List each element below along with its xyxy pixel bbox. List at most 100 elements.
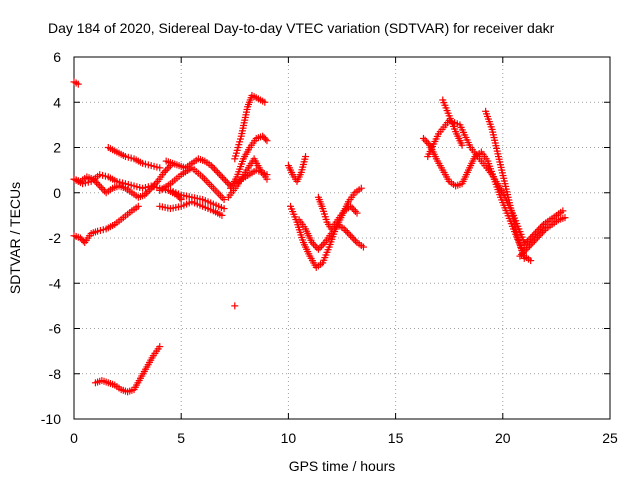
data-point: [531, 229, 539, 237]
data-point: [302, 153, 310, 161]
data-point: [527, 257, 535, 265]
data-point: [210, 165, 218, 173]
data-point: [347, 232, 355, 240]
data-point: [162, 167, 170, 175]
data-point: [212, 167, 220, 175]
y-tick-label: 6: [53, 49, 61, 65]
data-point: [522, 245, 530, 253]
data-point: [152, 179, 160, 187]
series-seg2: [70, 171, 185, 204]
data-point: [142, 189, 150, 197]
x-tick-label: 20: [495, 430, 511, 446]
data-point: [99, 185, 107, 193]
data-point: [538, 228, 546, 236]
data-point: [536, 224, 544, 232]
data-point: [350, 235, 358, 243]
data-point: [419, 134, 427, 142]
y-tick-label: 2: [53, 140, 61, 156]
data-point: [311, 242, 319, 250]
y-tick-label: 4: [53, 94, 61, 110]
data-point: [207, 162, 215, 170]
data-point: [347, 202, 355, 210]
x-tick-label: 10: [281, 430, 297, 446]
data-point: [520, 241, 528, 249]
data-point: [516, 252, 524, 260]
axis-ticks: 0 5 10 15 20 25 -10 -8 -6 -4 -2 0 2 4 6: [41, 49, 618, 446]
series-seg19: [314, 193, 361, 233]
data-point: [526, 242, 534, 250]
data-point: [353, 209, 361, 217]
data-point: [559, 207, 567, 215]
data-point: [343, 228, 351, 236]
data-point: [528, 232, 536, 240]
y-tick-label: -10: [41, 411, 61, 427]
data-point: [218, 211, 226, 219]
data-point: [209, 163, 217, 171]
data-point: [220, 175, 228, 183]
data-point: [176, 194, 184, 202]
data-point: [345, 230, 353, 238]
data-point: [218, 173, 226, 181]
data-point: [222, 177, 230, 185]
series-seg14: [231, 302, 239, 310]
data-point: [231, 302, 239, 310]
data-point: [527, 234, 535, 242]
data-point: [535, 232, 543, 240]
data-point: [308, 239, 316, 247]
data-point: [215, 170, 223, 178]
data-point: [316, 244, 324, 252]
data-point: [348, 233, 356, 241]
series-seg17: [287, 184, 365, 271]
x-tick-label: 15: [388, 430, 404, 446]
data-point: [533, 227, 541, 235]
data-point: [561, 214, 569, 222]
data-point: [163, 165, 171, 173]
data-point: [214, 168, 222, 176]
y-axis-label: SDTVAR / TECUs: [7, 182, 23, 294]
x-tick-label: 0: [70, 430, 78, 446]
data-point: [261, 98, 269, 106]
data-point: [94, 180, 102, 188]
x-axis-label: GPS time / hours: [289, 458, 396, 474]
data-point: [348, 204, 356, 212]
data-point: [342, 227, 350, 235]
data-point: [525, 236, 533, 244]
data-point: [523, 237, 531, 245]
data-point: [263, 137, 271, 145]
data-point: [156, 164, 164, 172]
series-seg10: [231, 91, 269, 163]
chart-title: Day 184 of 2020, Sidereal Day-to-day VTE…: [48, 20, 555, 36]
series-seg5: [70, 202, 142, 247]
data-point: [351, 237, 359, 245]
data-point: [318, 242, 326, 250]
data-point: [156, 343, 164, 351]
data-point: [530, 237, 538, 245]
data-point: [74, 80, 82, 88]
y-tick-label: -4: [49, 275, 62, 291]
data-point: [146, 186, 154, 194]
data-point: [518, 250, 526, 258]
data-point: [262, 135, 270, 143]
series-seg7: [156, 164, 228, 204]
data-point: [134, 202, 142, 210]
data-point: [319, 240, 327, 248]
x-tick-label: 25: [602, 430, 618, 446]
data-point: [530, 231, 538, 239]
data-point: [310, 240, 318, 248]
data-point: [537, 230, 545, 238]
series-seg6: [162, 155, 235, 190]
series-seg9: [166, 186, 228, 213]
y-tick-label: -2: [49, 230, 62, 246]
data-point: [532, 235, 540, 243]
data-point: [160, 168, 168, 176]
data-point: [527, 240, 535, 248]
series-seg22: [439, 96, 466, 149]
data-point: [529, 239, 537, 247]
y-tick-label: -6: [49, 321, 62, 337]
data-point: [220, 196, 228, 204]
data-point: [217, 172, 225, 180]
data-point: [97, 184, 105, 192]
data-point: [220, 205, 228, 213]
data-point: [340, 225, 348, 233]
